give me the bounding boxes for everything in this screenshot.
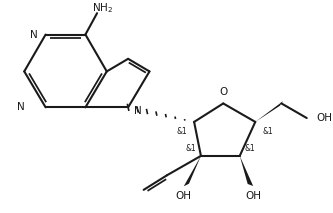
- Text: OH: OH: [316, 113, 332, 123]
- Polygon shape: [184, 156, 201, 186]
- Text: &1: &1: [262, 127, 273, 136]
- Text: O: O: [219, 87, 227, 97]
- Text: &1: &1: [176, 127, 187, 136]
- Polygon shape: [240, 156, 253, 186]
- Text: NH$_2$: NH$_2$: [92, 1, 114, 15]
- Text: OH: OH: [245, 191, 261, 201]
- Text: &1: &1: [186, 144, 196, 153]
- Polygon shape: [255, 101, 283, 122]
- Text: N: N: [17, 102, 25, 112]
- Text: OH: OH: [175, 191, 191, 201]
- Text: &1: &1: [244, 144, 255, 153]
- Text: N: N: [134, 106, 142, 116]
- Text: N: N: [30, 30, 38, 40]
